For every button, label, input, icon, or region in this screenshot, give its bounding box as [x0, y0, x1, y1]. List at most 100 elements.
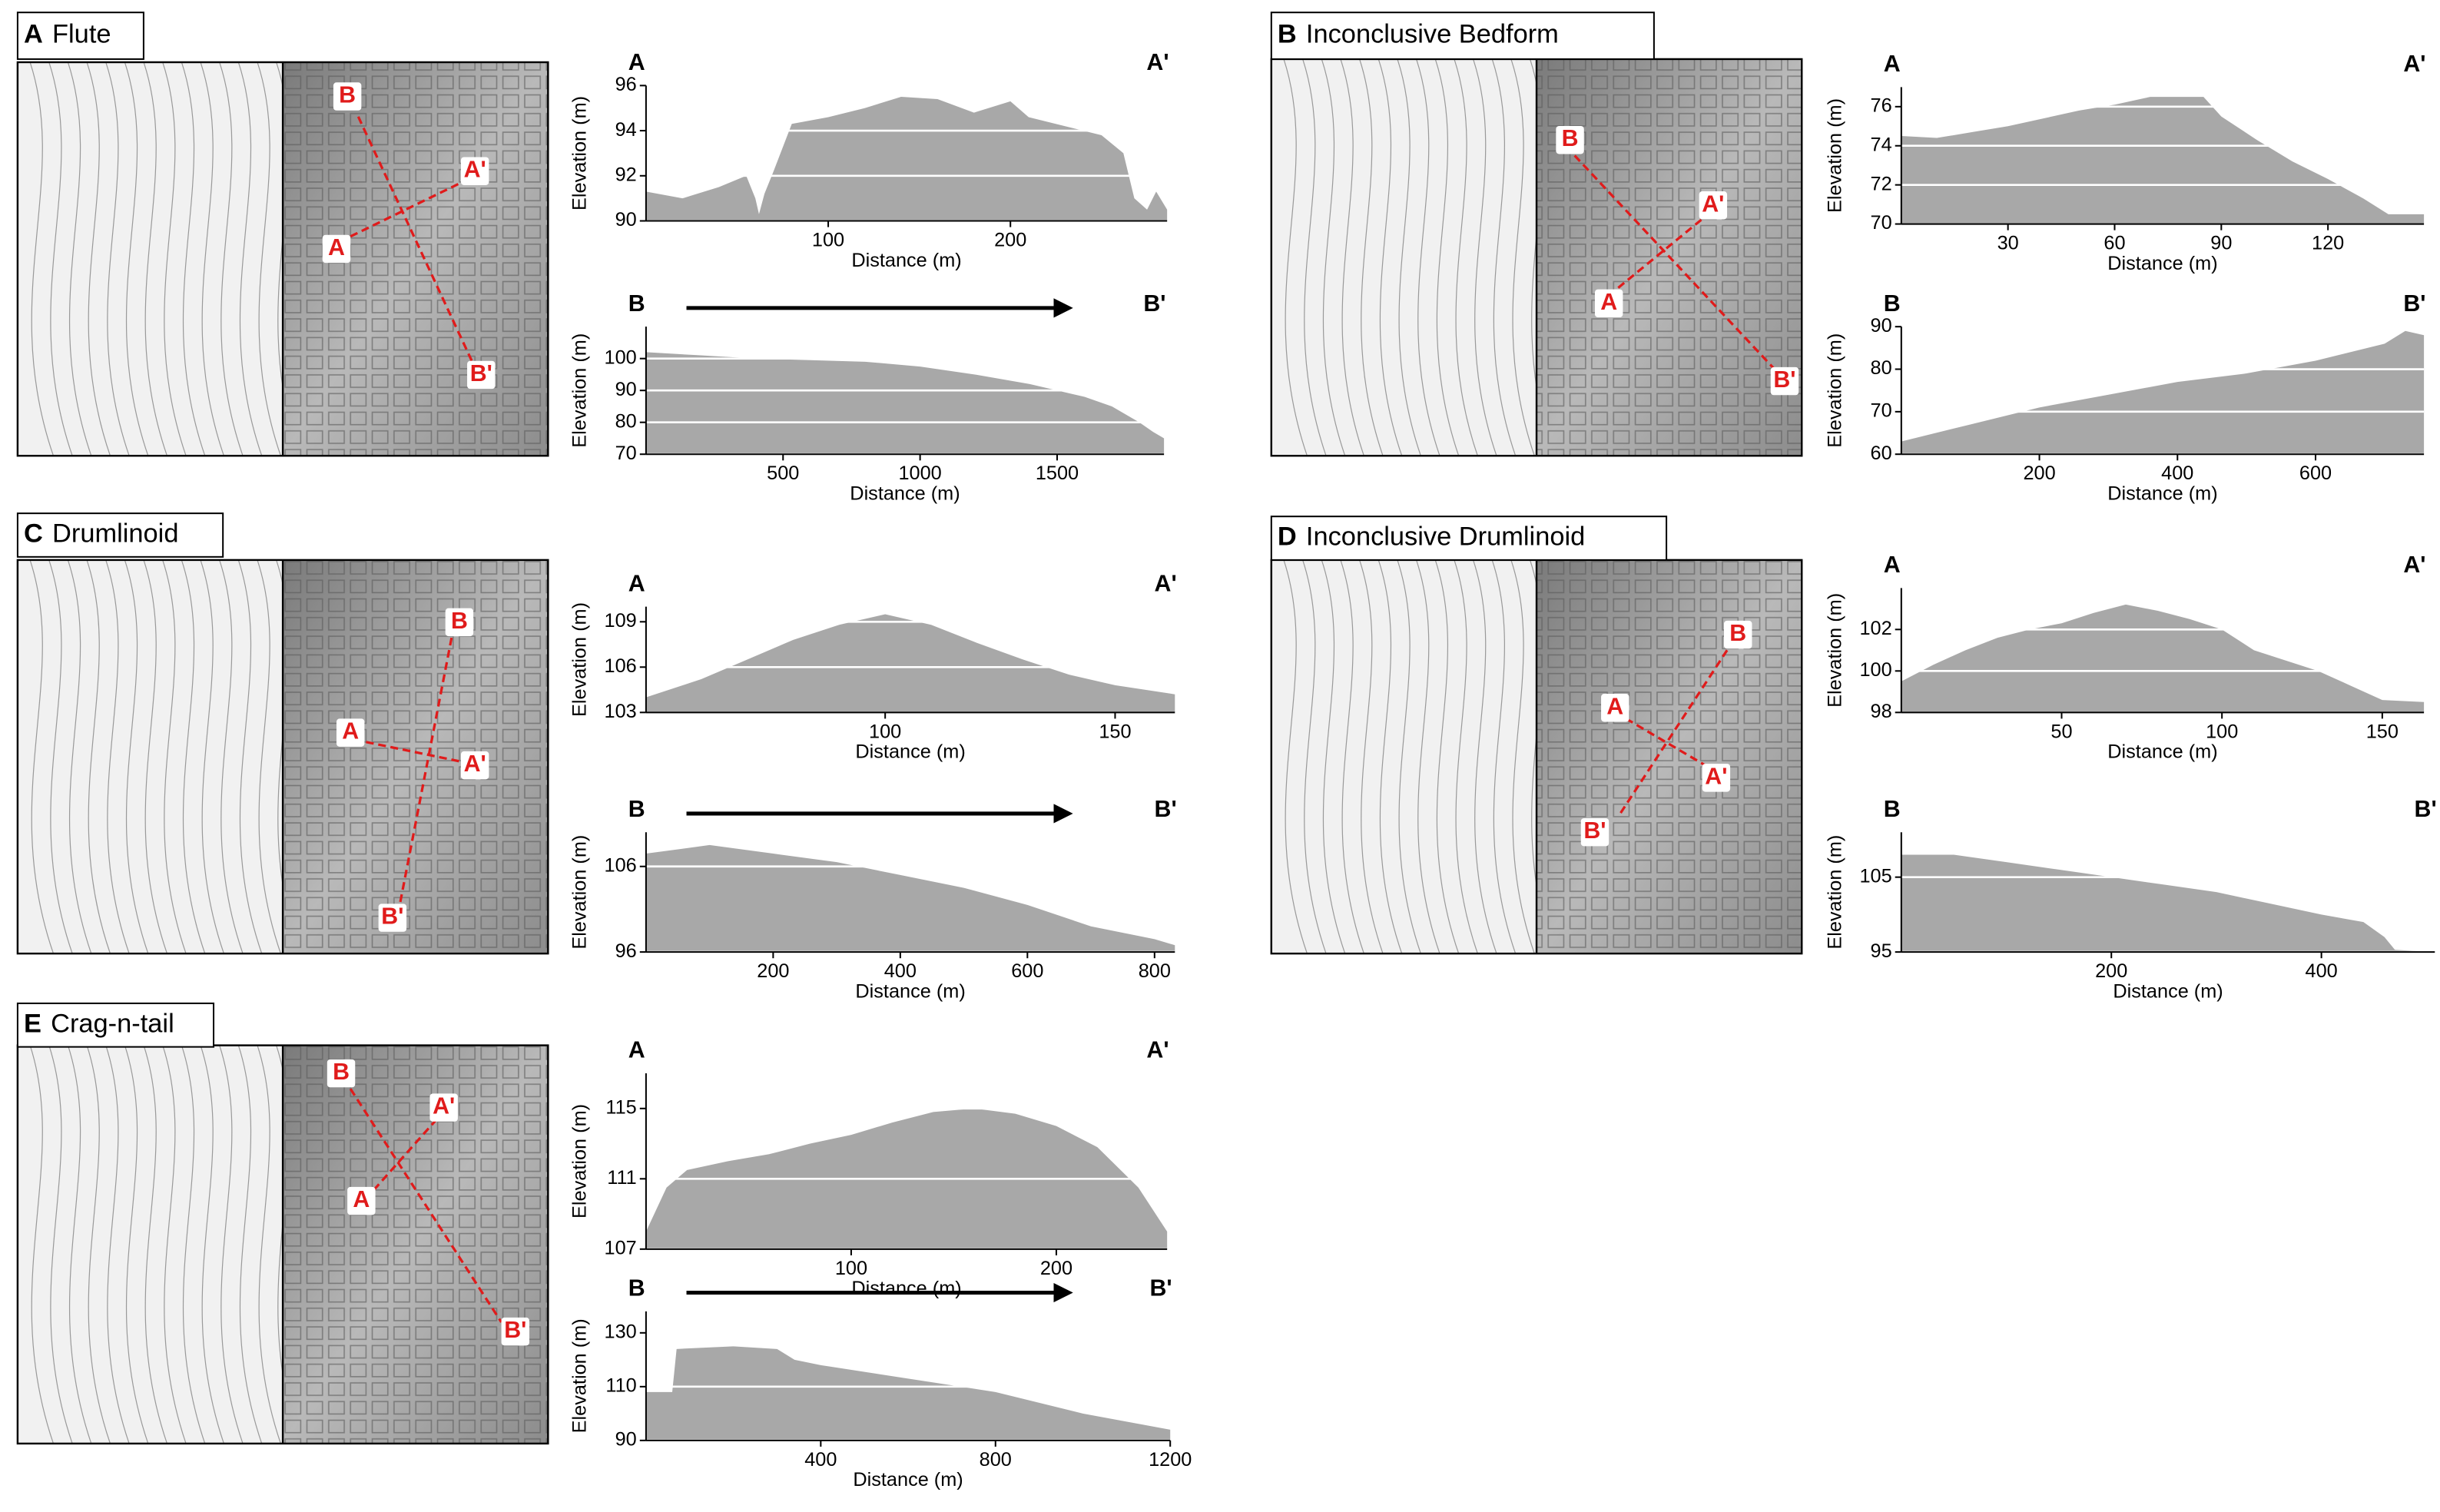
x-tick-label: 400	[804, 1449, 837, 1471]
elevation-area	[1901, 330, 2425, 455]
contour-line	[1473, 559, 1497, 954]
contour-line	[181, 1045, 206, 1444]
contour-line	[200, 1045, 224, 1444]
profile-chart: 96 106 200 400 600 800 Distance (m) Elevation (…	[569, 797, 1177, 1003]
x-tick-label: 150	[2366, 721, 2399, 742]
profile-line	[1625, 718, 1706, 767]
contour-line	[86, 559, 111, 954]
map-label-bg	[460, 157, 489, 185]
panel-letter: D	[1278, 522, 1297, 552]
contour-line	[181, 559, 206, 954]
map-label-bg	[1770, 366, 1799, 396]
panel: A A' B B' E Crag-n-tail	[16, 1002, 549, 1445]
y-tick-label: 90	[615, 379, 637, 400]
profile-chart: 90 92 94 96 100 200 Distance (m) Elevation (m) A…	[569, 50, 1169, 271]
x-tick-label: 1000	[898, 463, 941, 484]
contour-line	[219, 61, 244, 456]
contour-line	[48, 61, 73, 456]
map-label-bg	[347, 1186, 376, 1215]
x-tick-label: 100	[869, 721, 901, 742]
profile-end-label: A'	[1146, 50, 1169, 75]
profile-end-label: B'	[2403, 291, 2425, 317]
x-axis-label: Distance (m)	[851, 250, 961, 271]
x-tick-label: 200	[1040, 1258, 1072, 1279]
y-tick-label: 111	[607, 1167, 636, 1189]
contour-line	[1510, 58, 1535, 456]
profile-line	[1617, 217, 1705, 289]
map-label: B	[333, 1059, 350, 1085]
contour-line	[181, 61, 206, 456]
profile-start-label: A	[1884, 51, 1901, 77]
x-tick-label: 800	[980, 1449, 1012, 1471]
panel-title-box	[16, 512, 224, 558]
panel-title: E Crag-n-tail	[24, 1009, 174, 1038]
map-label-bg	[1580, 817, 1610, 847]
map-label-bg	[322, 234, 351, 264]
hillshade-blocks	[1537, 559, 1802, 954]
y-axis-label: Elevation (m)	[569, 602, 591, 717]
map-label: A	[353, 1187, 370, 1212]
elevation-area	[645, 844, 1175, 953]
contour-line	[1510, 559, 1535, 954]
panel-letter: B	[1278, 20, 1297, 49]
map-label: A	[328, 235, 345, 260]
x-tick-label: 30	[1997, 233, 2019, 254]
map-label-bg	[1724, 620, 1752, 649]
contour-line	[67, 61, 92, 456]
elevation-area	[645, 614, 1175, 713]
y-tick-label: 105	[1859, 865, 1891, 887]
panel-title: A Flute	[24, 20, 111, 49]
x-tick-label: 100	[812, 230, 844, 251]
y-tick-label: 90	[615, 1429, 637, 1451]
map-label-bg	[501, 1317, 530, 1346]
profile-line	[373, 1119, 437, 1191]
contour-line	[1283, 58, 1308, 456]
y-axis-label: Elevation (m)	[1824, 98, 1845, 213]
contour-line	[86, 1045, 111, 1444]
contour-line	[86, 61, 111, 456]
x-axis-label: Distance (m)	[2107, 741, 2217, 763]
panel: A A' B B' C Drumlinoid	[16, 512, 549, 955]
y-tick-label: 100	[605, 346, 637, 368]
y-axis-label: Elevation (m)	[569, 96, 591, 211]
profile-end-label: A'	[1146, 1038, 1169, 1063]
contour-line	[200, 559, 224, 954]
contour-line	[29, 559, 55, 954]
profile-line	[1616, 649, 1729, 817]
profile-line	[399, 637, 453, 903]
x-tick-label: 50	[2050, 721, 2072, 742]
y-axis-label: Elevation (m)	[569, 1104, 591, 1219]
elevation-area	[1901, 97, 2425, 224]
hillshade-blocks	[283, 1045, 549, 1444]
panel-name: Flute	[52, 20, 111, 49]
profile-start-label: B	[1884, 291, 1901, 317]
panel-letter: E	[24, 1009, 41, 1038]
y-tick-label: 95	[1871, 940, 1892, 962]
profile-start-label: A	[628, 50, 645, 75]
contour-line	[257, 1045, 281, 1444]
contour-line	[48, 1045, 73, 1444]
contour-line	[124, 559, 149, 954]
y-tick-label: 96	[615, 74, 637, 95]
y-tick-label: 70	[615, 443, 637, 464]
x-tick-label: 200	[994, 230, 1026, 251]
y-tick-label: 74	[1871, 134, 1892, 155]
contour-line	[105, 1045, 130, 1444]
contour-line	[1377, 58, 1403, 456]
map-label: A	[1606, 694, 1623, 719]
y-tick-label: 70	[1871, 212, 1892, 234]
profile-start-label: B	[628, 1275, 645, 1301]
profile-start-label: A	[628, 571, 645, 596]
x-tick-label: 100	[2206, 721, 2238, 742]
contour-line	[162, 559, 187, 954]
y-tick-label: 60	[1871, 443, 1892, 464]
contour-line	[1454, 58, 1478, 456]
contour-line	[162, 61, 187, 456]
y-tick-label: 100	[1859, 659, 1891, 681]
map-label: B	[1562, 126, 1579, 151]
hillshade-blocks	[283, 559, 549, 954]
y-tick-label: 98	[1871, 701, 1892, 722]
elevation-area	[645, 97, 1168, 221]
panel-name: Inconclusive Drumlinoid	[1306, 522, 1585, 552]
